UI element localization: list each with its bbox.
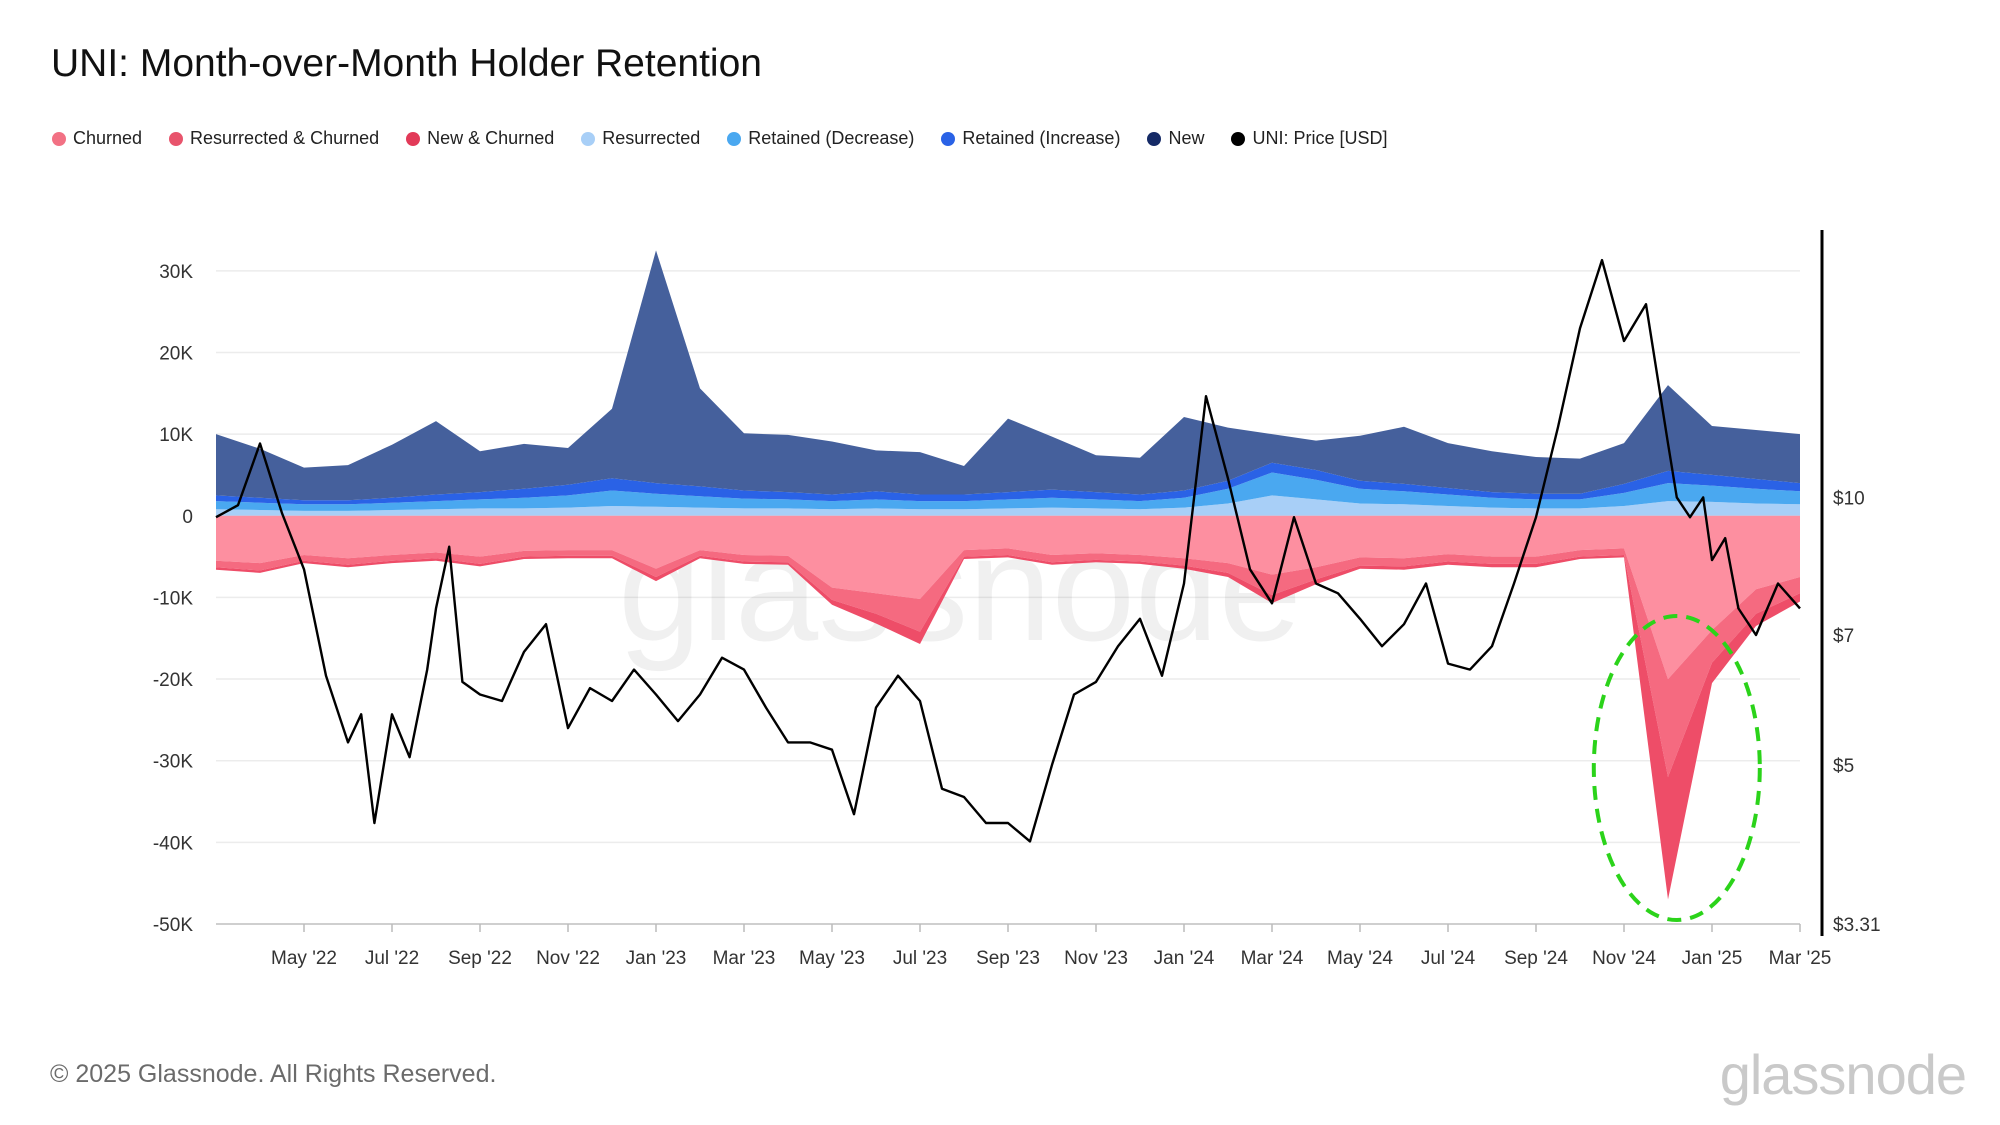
legend-item-resurrected[interactable]: Resurrected bbox=[581, 128, 700, 149]
area-retained-decrease bbox=[216, 472, 1800, 511]
legend: Churned Resurrected & Churned New & Chur… bbox=[52, 128, 1415, 149]
x-tick-label: Jul '24 bbox=[1421, 948, 1476, 969]
legend-item-resurrected-churned[interactable]: Resurrected & Churned bbox=[169, 128, 379, 149]
y-tick-label-left: -30K bbox=[153, 752, 193, 773]
legend-swatch bbox=[169, 131, 184, 146]
x-tick-label: Mar '25 bbox=[1769, 948, 1832, 969]
legend-label: Resurrected bbox=[602, 128, 701, 148]
x-tick-label: May '23 bbox=[799, 948, 865, 969]
highlight-ellipse bbox=[1591, 614, 1762, 922]
y-tick-label-right: $10 bbox=[1833, 488, 1865, 509]
y-tick-label-left: 20K bbox=[159, 343, 193, 364]
y-tick-label-right: $3.31 bbox=[1833, 915, 1881, 936]
legend-swatch bbox=[1231, 131, 1246, 146]
y-tick-label-left: 10K bbox=[159, 425, 193, 446]
x-tick-label: Nov '24 bbox=[1592, 948, 1656, 969]
x-tick-label: May '22 bbox=[271, 948, 337, 969]
legend-item-churned[interactable]: Churned bbox=[52, 128, 142, 149]
legend-swatch bbox=[52, 131, 66, 146]
y-tick-label-left: -50K bbox=[153, 915, 193, 936]
x-tick-label: Mar '23 bbox=[713, 948, 776, 969]
legend-label: UNI: Price [USD] bbox=[1252, 128, 1388, 148]
legend-swatch bbox=[581, 131, 596, 146]
legend-swatch bbox=[406, 131, 421, 146]
legend-item-retained-increase[interactable]: Retained (Increase) bbox=[941, 128, 1120, 149]
area-retained-increase bbox=[216, 462, 1800, 505]
x-tick-label: Jul '23 bbox=[893, 948, 947, 969]
legend-label: Resurrected & Churned bbox=[190, 128, 380, 148]
x-tick-label: Jul '22 bbox=[365, 948, 419, 969]
legend-label: New & Churned bbox=[427, 128, 555, 148]
legend-item-retained-decrease[interactable]: Retained (Decrease) bbox=[727, 128, 914, 149]
legend-swatch bbox=[727, 131, 742, 146]
brand-logo: glassnode bbox=[1719, 1043, 1967, 1106]
area-resurrected bbox=[216, 495, 1800, 516]
area-churned bbox=[216, 515, 1800, 680]
legend-swatch bbox=[1147, 131, 1162, 146]
x-tick-label: Jan '24 bbox=[1154, 948, 1215, 969]
y-tick-label-right: $5 bbox=[1833, 756, 1854, 777]
y-tick-label-right: $7 bbox=[1833, 626, 1854, 647]
y-tick-label-left: -20K bbox=[153, 670, 193, 691]
legend-item-new[interactable]: New bbox=[1147, 128, 1204, 149]
legend-label: Retained (Decrease) bbox=[748, 128, 915, 148]
y-tick-label-left: -10K bbox=[153, 588, 193, 609]
x-tick-label: Sep '23 bbox=[976, 948, 1040, 969]
x-tick-label: Jan '25 bbox=[1682, 948, 1743, 969]
copyright: © 2025 Glassnode. All Rights Reserved. bbox=[50, 1060, 497, 1088]
x-tick-label: Nov '23 bbox=[1064, 948, 1128, 969]
chart-title: UNI: Month-over-Month Holder Retention bbox=[51, 42, 762, 85]
legend-item-price[interactable]: UNI: Price [USD] bbox=[1231, 128, 1388, 149]
legend-item-new-churned[interactable]: New & Churned bbox=[406, 128, 554, 149]
y-tick-label-left: -40K bbox=[153, 833, 193, 854]
legend-label: New bbox=[1168, 128, 1205, 148]
price-line bbox=[215, 258, 1801, 843]
x-tick-label: Nov '22 bbox=[536, 948, 600, 969]
area-series bbox=[216, 250, 1800, 900]
x-tick-label: Jan '23 bbox=[626, 948, 687, 969]
legend-label: Retained (Increase) bbox=[962, 128, 1121, 148]
price-series bbox=[215, 258, 1801, 843]
y-tick-label-left: 0 bbox=[182, 507, 193, 528]
area-new bbox=[216, 250, 1800, 501]
axes: 30K 20K 10K 0 -10K -20K -30K -40K -50K May '22 Jul… bbox=[153, 230, 1881, 969]
y-tick-label-left: 30K bbox=[159, 262, 193, 283]
x-tick-label: Sep '24 bbox=[1504, 948, 1568, 969]
x-tick-label: May '24 bbox=[1327, 948, 1393, 969]
x-tick-label: Mar '24 bbox=[1241, 948, 1304, 969]
legend-swatch bbox=[941, 131, 956, 146]
legend-label: Churned bbox=[73, 128, 143, 148]
x-tick-label: Sep '22 bbox=[448, 948, 512, 969]
